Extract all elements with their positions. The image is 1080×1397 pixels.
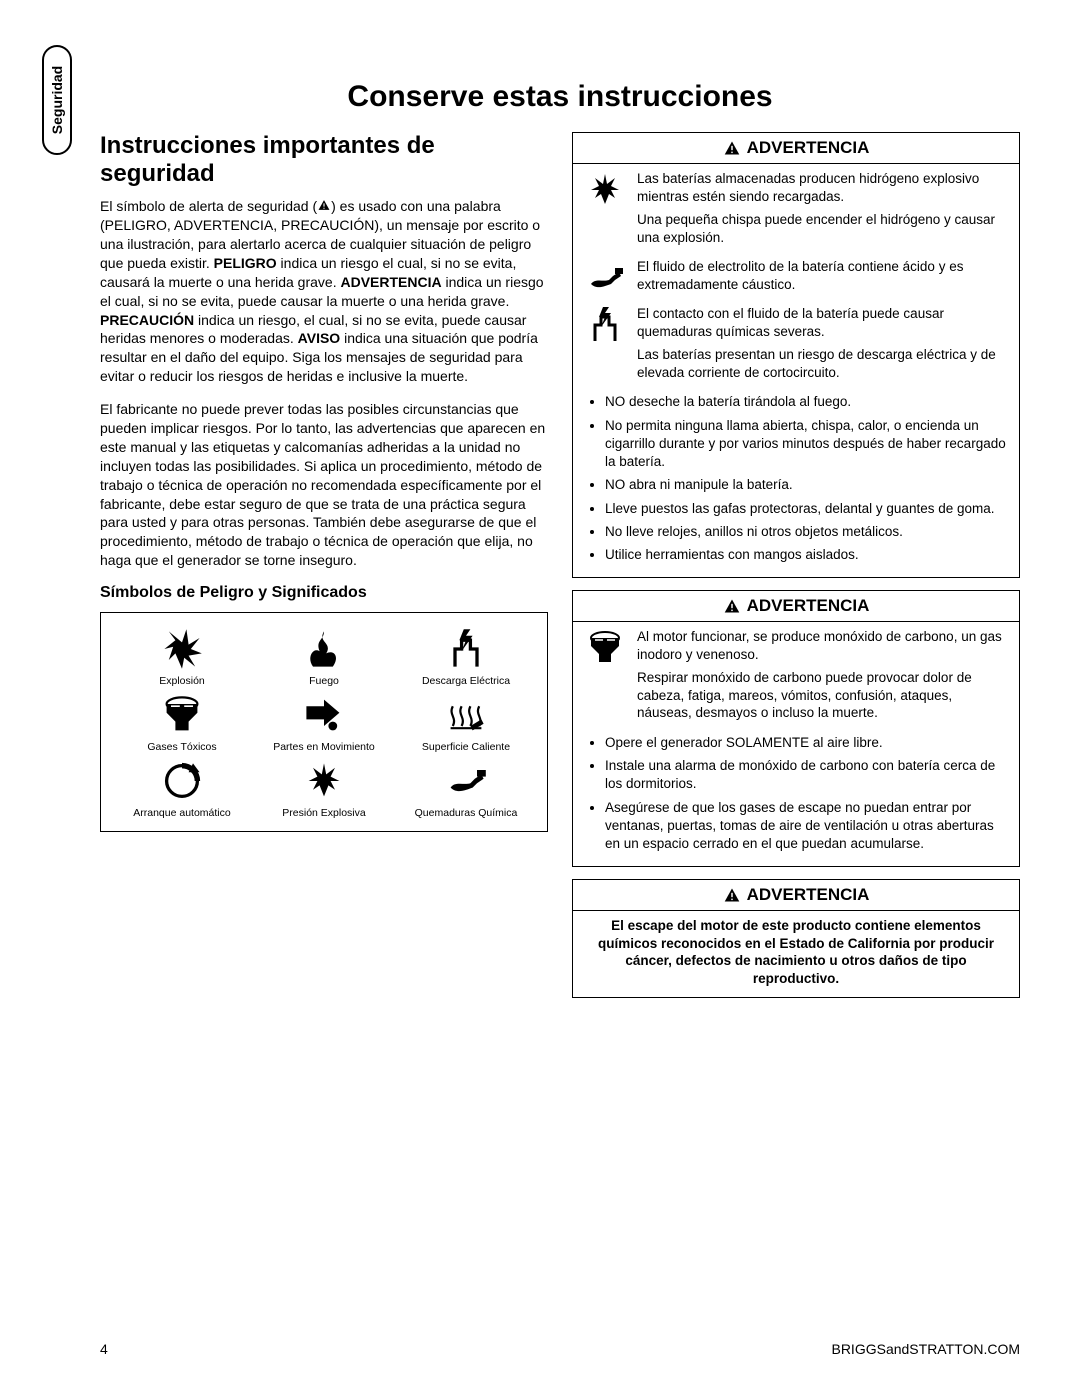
- warning-header: ADVERTENCIA: [573, 880, 1019, 911]
- symbol-moving: Partes en Movimiento: [253, 693, 395, 753]
- alert-icon: [723, 140, 741, 156]
- box1-p1: Las baterías almacenadas producen hidróg…: [637, 170, 1009, 205]
- pressure-icon: [583, 170, 627, 210]
- box1-bullets: NO deseche la batería tirándola al fuego…: [583, 393, 1009, 564]
- symbol-chemical: Quemaduras Química: [395, 759, 537, 819]
- box2-bullets: Opere el generador SOLAMENTE al aire lib…: [583, 734, 1009, 853]
- warning-box-california: ADVERTENCIA El escape del motor de este …: [572, 879, 1020, 998]
- symbol-shock: Descarga Eléctrica: [395, 627, 537, 687]
- symbol-fire: Fuego: [253, 627, 395, 687]
- box2-p2: Respirar monóxido de carbono puede provo…: [637, 669, 1009, 722]
- warning-box-co: ADVERTENCIA Al motor funcionar, se produ…: [572, 590, 1020, 867]
- symbol-auto: Arranque automático: [111, 759, 253, 819]
- alert-icon: [723, 887, 741, 903]
- box1-p4: El contacto con el fluido de la batería …: [637, 305, 1009, 340]
- side-tab-label: Seguridad: [49, 66, 65, 134]
- right-column: ADVERTENCIA Las baterías almacenadas pro…: [572, 132, 1020, 1010]
- warning-header: ADVERTENCIA: [573, 133, 1019, 164]
- box2-p1: Al motor funcionar, se produce monóxido …: [637, 628, 1009, 663]
- box3-text: El escape del motor de este producto con…: [573, 911, 1019, 997]
- symbol-explosion: Explosión: [111, 627, 253, 687]
- symbol-hot: Superficie Caliente: [395, 693, 537, 753]
- symbol-toxic: Gases Tóxicos: [111, 693, 253, 753]
- shock-icon: [583, 305, 627, 345]
- footer-url: BRIGGSandSTRATTON.COM: [831, 1341, 1020, 1357]
- warning-header: ADVERTENCIA: [573, 591, 1019, 622]
- chemical-icon: [583, 258, 627, 298]
- symbols-heading: Símbolos de Peligro y Significados: [100, 584, 548, 602]
- page-number: 4: [100, 1341, 108, 1357]
- warning-box-battery: ADVERTENCIA Las baterías almacenadas pro…: [572, 132, 1020, 578]
- section-title: Instrucciones importantes de seguridad: [100, 132, 548, 187]
- symbol-grid: Explosión Fuego Descarga Eléctrica Gases…: [100, 612, 548, 832]
- toxic-icon: [583, 628, 627, 668]
- alert-icon: [317, 199, 331, 211]
- alert-icon: [723, 598, 741, 614]
- box1-p3: El fluido de electrolito de la batería c…: [637, 258, 1009, 293]
- manufacturer-paragraph: El fabricante no puede prever todas las …: [100, 400, 548, 570]
- symbol-pressure: Presión Explosiva: [253, 759, 395, 819]
- box1-p5: Las baterías presentan un riesgo de desc…: [637, 346, 1009, 381]
- footer: 4 BRIGGSandSTRATTON.COM: [100, 1341, 1020, 1357]
- left-column: Instrucciones importantes de seguridad E…: [100, 132, 548, 1010]
- main-title: Conserve estas instrucciones: [100, 80, 1020, 114]
- box1-p2: Una pequeña chispa puede encender el hid…: [637, 211, 1009, 246]
- intro-paragraph: El símbolo de alerta de seguridad () es …: [100, 197, 548, 386]
- side-tab: Seguridad: [42, 45, 72, 155]
